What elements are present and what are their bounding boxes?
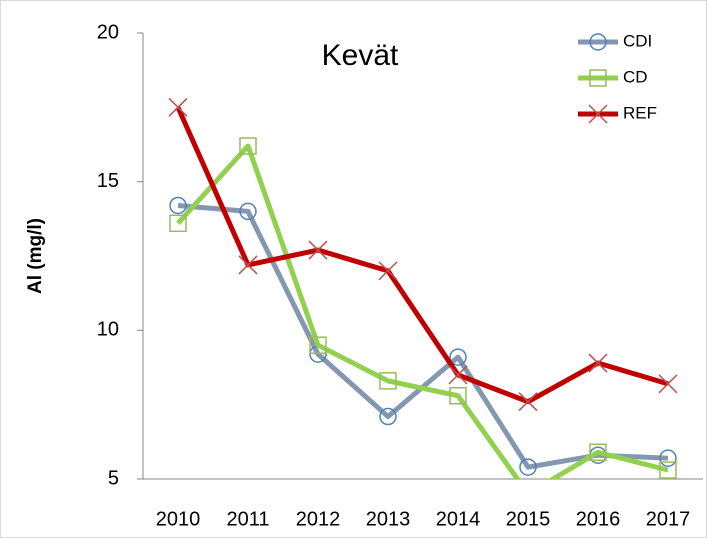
y-axis-label: Al (mg/l): [25, 218, 46, 294]
legend-label: CDI: [623, 31, 652, 50]
x-tick-label: 2010: [156, 508, 201, 530]
x-tick-label: 2014: [436, 508, 481, 530]
marker: [169, 214, 187, 233]
marker: [238, 255, 258, 275]
marker: [659, 461, 677, 479]
marker: [169, 196, 187, 215]
marker: [378, 261, 398, 281]
marker: [449, 386, 467, 405]
x-tick-label: 2013: [366, 508, 411, 530]
marker: [588, 353, 608, 373]
marker: [379, 372, 397, 390]
y-tick-label: 5: [108, 467, 119, 489]
y-tick-label: 20: [97, 21, 119, 43]
y-tick-label: 15: [97, 170, 119, 192]
marker: [449, 348, 467, 366]
marker: [658, 374, 678, 394]
plot-area: [168, 97, 678, 479]
x-tick-label: 2016: [576, 508, 621, 530]
marker: [309, 336, 327, 354]
marker: [518, 392, 538, 412]
marker: [239, 202, 257, 221]
x-tick-label: 2017: [646, 508, 691, 530]
x-tick-label: 2011: [226, 508, 269, 530]
marker: [588, 104, 608, 124]
marker: [589, 443, 607, 461]
series-line: [175, 106, 669, 405]
marker: [168, 97, 188, 117]
marker: [659, 449, 677, 467]
marker: [589, 33, 607, 51]
chart-title: Kevät: [322, 39, 399, 72]
series-line: [176, 143, 669, 479]
y-tick-label: 10: [97, 319, 119, 341]
marker: [239, 137, 257, 155]
marker: [379, 407, 397, 426]
x-tick-label: 2012: [296, 508, 341, 530]
marker: [589, 69, 607, 87]
marker: [519, 458, 537, 476]
legend-label: REF: [623, 103, 657, 122]
legend-label: CD: [623, 67, 648, 86]
x-tick-label: 2015: [506, 508, 551, 530]
marker: [448, 365, 468, 385]
marker: [308, 240, 328, 260]
